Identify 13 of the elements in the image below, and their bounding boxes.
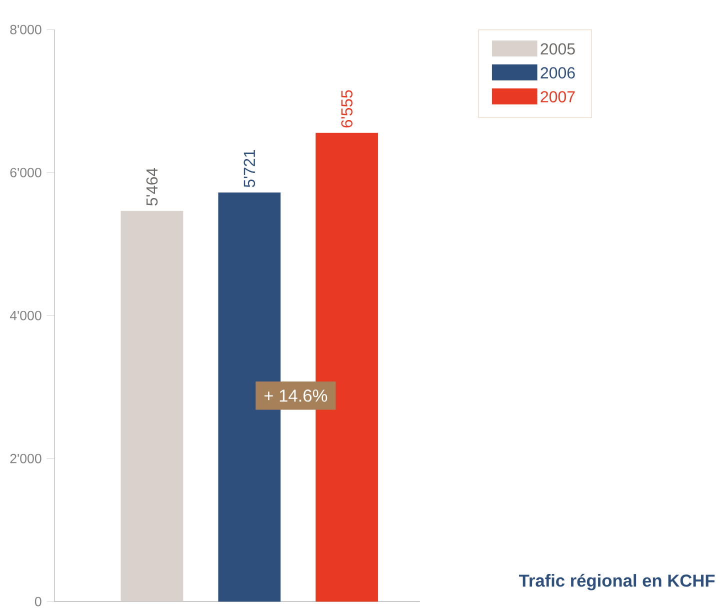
y-tick-label: 8'000 bbox=[10, 24, 42, 34]
data-label: 5'721 bbox=[244, 150, 256, 188]
y-tick-label: 4'000 bbox=[10, 310, 42, 320]
data-label: 6'555 bbox=[341, 90, 352, 128]
legend-label: 2007 bbox=[540, 91, 575, 103]
y-tick-label: 0 bbox=[34, 596, 42, 606]
text: Trafic régional en KCHF bbox=[519, 574, 715, 590]
y-tick-label: 6'000 bbox=[10, 168, 42, 178]
legend-label: 2005 bbox=[540, 43, 575, 55]
data-label: 5'464 bbox=[146, 168, 158, 206]
annotation: + 14.6% bbox=[264, 390, 328, 402]
y-tick-label: 2'000 bbox=[10, 454, 42, 464]
legend-label: 2006 bbox=[540, 67, 575, 79]
